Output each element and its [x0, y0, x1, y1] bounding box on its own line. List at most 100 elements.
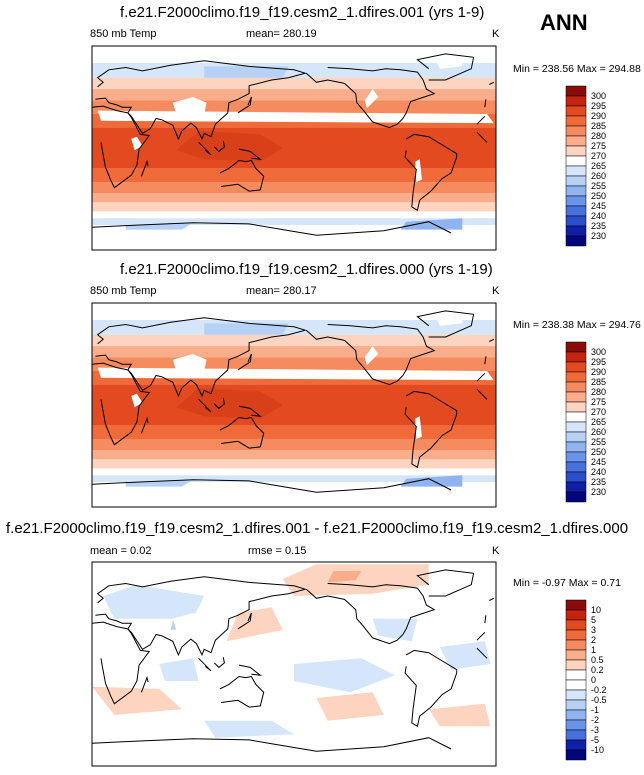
colorbar-tick-label: -3	[591, 725, 599, 735]
colorbar-tick-label: 255	[591, 181, 606, 191]
colorbar-tick-label: 250	[591, 191, 606, 201]
coastline	[198, 141, 212, 156]
coastline	[140, 416, 149, 434]
cool-anomaly	[204, 720, 294, 738]
cool-anomaly	[159, 658, 199, 681]
colorbar-tick-label: -5	[591, 735, 599, 745]
masked-region	[434, 314, 463, 326]
coastline	[305, 583, 436, 645]
colorbar-box	[565, 235, 587, 247]
masked-region	[172, 613, 207, 630]
colorbar-tick-label: 250	[591, 447, 606, 457]
cold-region	[125, 479, 193, 487]
colorbar-tick-label: 255	[591, 437, 606, 447]
colorbar-tick-label: 290	[591, 367, 606, 377]
panel2-minmax: Min = 238.38 Max = 294.76	[513, 319, 641, 331]
colorbar-box	[565, 639, 587, 651]
masked-region	[364, 89, 379, 109]
colorbar-tick-label: 285	[591, 121, 606, 131]
coastline	[219, 675, 265, 708]
temperature-band	[92, 475, 496, 483]
colorbar-tick-label: 270	[591, 151, 606, 161]
colorbar-tick-label: 2	[591, 635, 596, 645]
colorbar-tick-label: 0.2	[591, 665, 604, 675]
colorbar-tick-label: 230	[591, 231, 606, 241]
colorbar-tick-label: 235	[591, 221, 606, 231]
coastline	[305, 324, 436, 386]
cold-region	[204, 323, 289, 335]
masked-region	[97, 367, 494, 381]
colorbar-box	[565, 609, 587, 621]
masked-region	[415, 416, 422, 439]
temperature-band	[92, 89, 496, 101]
temperature-band	[92, 303, 496, 320]
coastline	[404, 390, 458, 469]
temperature-band	[92, 320, 496, 335]
colorbar-box	[565, 699, 587, 711]
coastline	[140, 159, 149, 177]
colorbar-tick-label: 240	[591, 467, 606, 477]
colorbar-box	[565, 95, 587, 107]
colorbar-tick-label: 3	[591, 625, 596, 635]
cool-anomaly	[103, 584, 205, 619]
temperature-band	[92, 346, 496, 358]
coastline	[238, 148, 263, 161]
colorbar-tick-label: 230	[591, 487, 606, 497]
panel3-minmax: Min = -0.97 Max = 0.71	[513, 577, 621, 589]
temperature-band	[92, 468, 496, 476]
colorbar-tick-label: 275	[591, 397, 606, 407]
coastline	[91, 362, 488, 446]
colorbar-tick-label: 235	[591, 477, 606, 487]
panel1-variable-label: 850 mb Temp	[90, 28, 157, 40]
masked-region	[97, 110, 494, 124]
panel1-minmax: Min = 238.56 Max = 294.88	[513, 63, 641, 75]
colorbar-box	[565, 341, 587, 353]
masked-region	[434, 573, 463, 585]
colorbar-box	[565, 719, 587, 731]
panel3-mean-label: mean = 0.02	[90, 545, 152, 557]
masked-region	[172, 354, 207, 371]
temperature-band	[92, 218, 496, 226]
colorbar-box	[565, 599, 587, 611]
colorbar-tick-label: 265	[591, 161, 606, 171]
colorbar-tick-label: 285	[591, 377, 606, 387]
cool-anomaly	[372, 618, 418, 642]
colorbar-box	[565, 371, 587, 383]
coastline	[213, 657, 225, 669]
cool-anomaly	[294, 658, 395, 693]
coastline	[198, 398, 212, 413]
cold-region	[125, 222, 193, 230]
colorbar-tick-label: 10	[591, 605, 601, 615]
warm-pool	[176, 388, 283, 419]
colorbar-tick-label: 0	[591, 675, 596, 685]
colorbar-box	[565, 471, 587, 483]
temperature-band	[92, 168, 496, 182]
colorbar-tick-label: 300	[591, 91, 606, 101]
temperature-band	[92, 384, 496, 426]
warm-anomaly	[316, 692, 384, 721]
panel2-mean-label: mean= 280.17	[246, 285, 317, 297]
coastline	[237, 612, 252, 630]
colorbar-box	[565, 481, 587, 493]
colorbar-box	[565, 441, 587, 453]
coastline	[237, 96, 252, 114]
temperature-band	[92, 193, 496, 203]
map-frame	[91, 561, 497, 767]
colorbar-tick-label: 290	[591, 111, 606, 121]
colorbar-tick-label: 295	[591, 357, 606, 367]
colorbar-box	[565, 749, 587, 761]
colorbar-box	[565, 689, 587, 701]
colorbar-box	[565, 105, 587, 117]
map-frame	[91, 302, 497, 508]
temperature-band	[92, 127, 496, 169]
warm-anomaly	[92, 686, 182, 715]
coastline	[95, 576, 487, 657]
map-frame	[91, 45, 497, 251]
panel2-map	[91, 302, 497, 508]
coastline	[140, 675, 149, 693]
temperature-band	[92, 182, 496, 194]
temperature-band	[92, 459, 496, 469]
masked-region	[434, 57, 463, 69]
temperature-band	[92, 450, 496, 460]
